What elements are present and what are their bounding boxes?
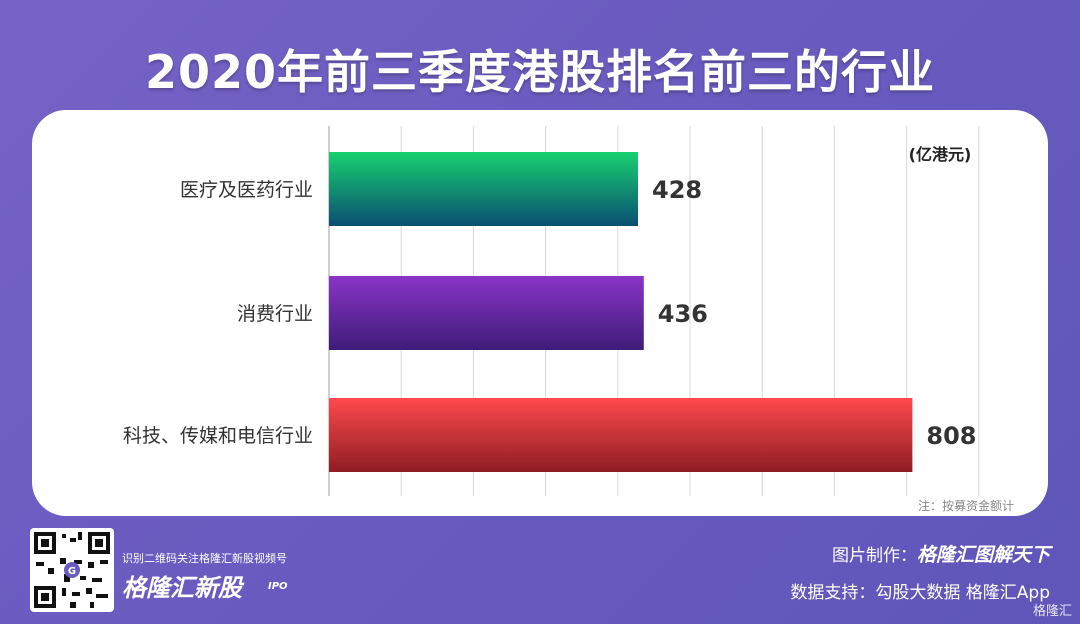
credit-line: 图片制作：格隆汇图解天下 xyxy=(832,540,1050,567)
data-label: 428 xyxy=(652,176,702,204)
chart-title: 2020年前三季度港股排名前三的行业 xyxy=(144,45,936,99)
data-label: 808 xyxy=(926,422,976,450)
source-note: 注：按募资金额计 xyxy=(918,498,1014,513)
bar xyxy=(329,398,913,472)
qr-code-image: G xyxy=(30,528,114,612)
unit-label: (亿港元) xyxy=(909,145,972,164)
bar xyxy=(329,152,639,226)
category-label: 消费行业 xyxy=(237,303,313,325)
corner-watermark: 格隆汇 xyxy=(1032,604,1072,619)
qr-brand-logo: 格隆汇新股 xyxy=(122,574,242,602)
chart-panel: 医疗及医药行业 428 消费行业 436 科技、传媒和电信行业 808 (亿港元) 注：按… xyxy=(32,110,1048,516)
category-label: 科技、传媒和电信行业 xyxy=(123,425,313,447)
bar-chart: 医疗及医药行业 428 消费行业 436 科技、传媒和电信行业 808 (亿港元) 注：按… xyxy=(123,126,1014,513)
data-label: 436 xyxy=(658,300,708,328)
credit-label: 图片制作： xyxy=(831,546,917,566)
bar xyxy=(329,276,644,350)
qr-tagline: 识别二维码关注格隆汇新股视频号 xyxy=(122,552,287,565)
category-label: 医疗及医药行业 xyxy=(180,179,313,201)
credit-name: 格隆汇图解天下 xyxy=(916,544,1050,566)
svg-text:G: G xyxy=(68,566,76,577)
data-support-line: 数据支持：勾股大数据 格隆汇App xyxy=(790,583,1050,603)
qr-brand-sub: IPO xyxy=(268,581,288,592)
